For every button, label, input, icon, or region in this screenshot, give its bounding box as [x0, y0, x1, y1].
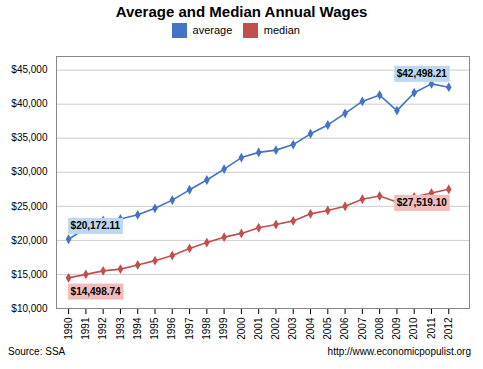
- svg-text:2005: 2005: [322, 317, 333, 340]
- html-text:median: median: [263, 24, 300, 37]
- svg-text:$27,519.10: $27,519.10: [397, 197, 447, 208]
- svg-text:1999: 1999: [218, 317, 229, 340]
- svg-text:2004: 2004: [305, 317, 316, 340]
- html-text:average: average: [192, 24, 233, 37]
- svg-text:2002: 2002: [270, 317, 281, 340]
- svg-text:$20,172.11: $20,172.11: [71, 220, 121, 231]
- svg-text:$35,000: $35,000: [11, 132, 48, 143]
- svg-text:2012: 2012: [443, 317, 454, 340]
- svg-text:$10,000: $10,000: [11, 303, 48, 314]
- svg-text:$40,000: $40,000: [11, 98, 48, 109]
- svg-text:2010: 2010: [408, 317, 419, 340]
- svg-text:1995: 1995: [149, 317, 160, 340]
- svg-text:$42,498.21: $42,498.21: [397, 68, 447, 79]
- svg-text:2000: 2000: [236, 317, 247, 340]
- html-text:http://www.economicpopulist.or: http://www.economicpopulist.org: [327, 346, 471, 357]
- svg-text:$45,000: $45,000: [11, 64, 48, 75]
- svg-text:1996: 1996: [166, 317, 177, 340]
- svg-text:2009: 2009: [391, 317, 402, 340]
- svg-text:1990: 1990: [63, 317, 74, 340]
- svg-text:2008: 2008: [374, 317, 385, 340]
- svg-text:$15,000: $15,000: [11, 269, 48, 280]
- svg-text:1992: 1992: [97, 317, 108, 340]
- svg-text:2001: 2001: [253, 317, 264, 340]
- svg-text:1993: 1993: [115, 317, 126, 340]
- svg-text:1994: 1994: [132, 317, 143, 340]
- svg-text:$25,000: $25,000: [11, 201, 48, 212]
- svg-text:$20,000: $20,000: [11, 235, 48, 246]
- svg-text:1998: 1998: [201, 317, 212, 340]
- svg-text:$30,000: $30,000: [11, 166, 48, 177]
- svg-text:2003: 2003: [287, 317, 298, 340]
- svg-text:1991: 1991: [80, 317, 91, 340]
- svg-text:2006: 2006: [339, 317, 350, 340]
- svg-text:2007: 2007: [357, 317, 368, 340]
- html-text:Average and Median Annual Wage: Average and Median Annual Wages: [115, 3, 368, 20]
- html-text:Source: SSA: Source: SSA: [8, 346, 66, 357]
- svg-text:1997: 1997: [184, 317, 195, 340]
- svg-text:2011: 2011: [426, 317, 437, 339]
- svg-text:$14,498.74: $14,498.74: [71, 286, 121, 297]
